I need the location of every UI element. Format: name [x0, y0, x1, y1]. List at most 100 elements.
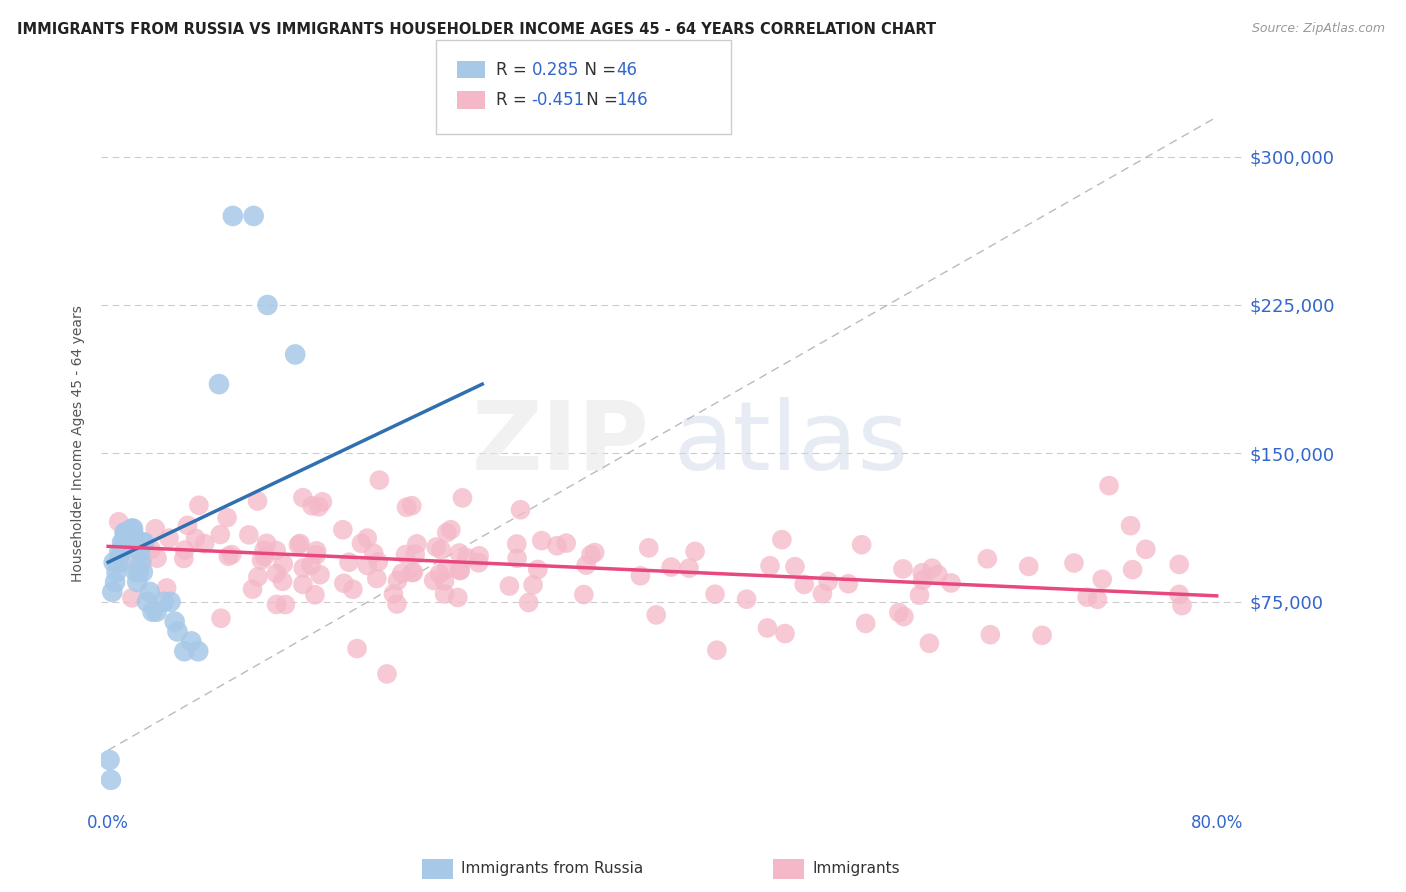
- Point: [271, 557, 294, 571]
- Point: [124, 529, 146, 543]
- Point: [143, 522, 166, 536]
- Point: [546, 539, 568, 553]
- Point: [1018, 559, 1040, 574]
- Point: [706, 643, 728, 657]
- Point: [368, 473, 391, 487]
- Point: [385, 597, 408, 611]
- Point: [114, 525, 136, 540]
- Point: [112, 535, 135, 549]
- Text: atlas: atlas: [673, 397, 908, 490]
- Point: [105, 565, 128, 579]
- Point: [451, 491, 474, 505]
- Point: [271, 574, 294, 589]
- Text: N =: N =: [574, 61, 621, 78]
- Point: [159, 595, 181, 609]
- Point: [305, 548, 328, 562]
- Text: Immigrants from Russia: Immigrants from Russia: [461, 862, 644, 876]
- Point: [118, 525, 141, 540]
- Text: ZIP: ZIP: [472, 397, 650, 490]
- Point: [266, 598, 288, 612]
- Point: [115, 529, 138, 543]
- Point: [238, 528, 260, 542]
- Point: [356, 531, 378, 545]
- Point: [447, 591, 470, 605]
- Text: Immigrants: Immigrants: [813, 862, 900, 876]
- Point: [375, 666, 398, 681]
- Point: [405, 537, 427, 551]
- Point: [976, 551, 998, 566]
- Point: [506, 551, 529, 566]
- Point: [173, 644, 195, 658]
- Point: [166, 624, 188, 639]
- Point: [509, 502, 531, 516]
- Point: [851, 538, 873, 552]
- Point: [1168, 558, 1191, 572]
- Point: [111, 535, 134, 549]
- Point: [107, 555, 129, 569]
- Point: [704, 587, 727, 601]
- Point: [129, 545, 152, 559]
- Point: [918, 636, 941, 650]
- Point: [250, 553, 273, 567]
- Point: [173, 551, 195, 566]
- Point: [242, 582, 264, 596]
- Point: [430, 542, 453, 557]
- Point: [350, 536, 373, 550]
- Point: [246, 570, 269, 584]
- Point: [1091, 572, 1114, 586]
- Point: [939, 576, 962, 591]
- Point: [184, 532, 207, 546]
- Point: [893, 609, 915, 624]
- Point: [132, 565, 155, 579]
- Point: [645, 607, 668, 622]
- Point: [222, 209, 245, 223]
- Point: [104, 574, 127, 589]
- Text: N =: N =: [581, 91, 623, 109]
- Point: [1122, 563, 1144, 577]
- Point: [759, 558, 782, 573]
- Point: [114, 525, 136, 540]
- Point: [301, 499, 323, 513]
- Text: 46: 46: [616, 61, 637, 78]
- Point: [246, 494, 269, 508]
- Point: [402, 565, 425, 579]
- Point: [1171, 599, 1194, 613]
- Point: [363, 546, 385, 560]
- Point: [215, 510, 238, 524]
- Point: [637, 541, 659, 555]
- Point: [530, 533, 553, 548]
- Point: [628, 569, 651, 583]
- Point: [678, 561, 700, 575]
- Point: [449, 546, 471, 560]
- Point: [157, 531, 180, 545]
- Point: [342, 582, 364, 597]
- Point: [308, 500, 330, 514]
- Point: [911, 574, 934, 588]
- Point: [572, 588, 595, 602]
- Point: [449, 564, 471, 578]
- Point: [979, 628, 1001, 642]
- Point: [305, 544, 328, 558]
- Point: [253, 543, 276, 558]
- Point: [1087, 592, 1109, 607]
- Point: [517, 595, 540, 609]
- Point: [284, 347, 307, 361]
- Point: [152, 595, 174, 609]
- Point: [575, 558, 598, 573]
- Point: [98, 753, 121, 767]
- Point: [176, 518, 198, 533]
- Point: [134, 535, 156, 549]
- Point: [395, 500, 418, 515]
- Point: [187, 498, 209, 512]
- Point: [434, 562, 457, 576]
- Point: [139, 542, 162, 557]
- Point: [108, 545, 131, 559]
- Point: [583, 545, 606, 559]
- Point: [1168, 587, 1191, 601]
- Point: [136, 595, 159, 609]
- Point: [122, 522, 145, 536]
- Point: [555, 536, 578, 550]
- Point: [522, 578, 544, 592]
- Point: [579, 548, 602, 562]
- Point: [292, 561, 315, 575]
